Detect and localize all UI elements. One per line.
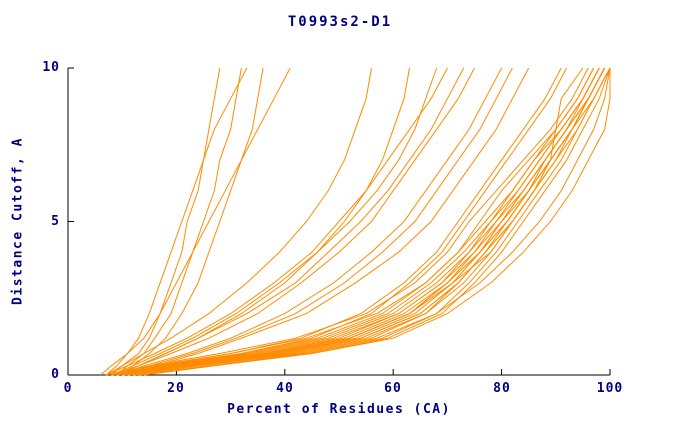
- x-tick-label-80: 80: [493, 381, 511, 396]
- x-tick-label-60: 60: [384, 381, 402, 396]
- y-tick-label-10: 10: [42, 60, 60, 75]
- y-tick-label-5: 5: [51, 214, 60, 229]
- x-tick-label-40: 40: [276, 381, 294, 396]
- model-curve: [100, 67, 291, 376]
- model-curve: [132, 67, 611, 376]
- model-curve: [116, 67, 465, 376]
- model-curve: [121, 67, 264, 376]
- chart-title: T0993s2-D1: [287, 14, 393, 30]
- x-axis-label: Percent of Residues (CA): [227, 402, 451, 417]
- x-tick-label-20: 20: [167, 381, 185, 396]
- model-curve: [116, 67, 595, 376]
- model-curve: [116, 67, 503, 376]
- model-curve: [116, 67, 611, 376]
- model-curve: [127, 67, 530, 376]
- model-curve: [111, 67, 475, 376]
- model-curve: [105, 67, 448, 376]
- y-tick-label-0: 0: [51, 367, 60, 382]
- model-curve: [122, 67, 584, 376]
- x-tick-label-0: 0: [63, 381, 73, 396]
- model-curve: [127, 67, 606, 376]
- model-curve: [122, 67, 568, 376]
- model-curve: [122, 67, 606, 376]
- model-curve: [111, 67, 221, 376]
- model-curve: [105, 67, 589, 376]
- model-curve: [138, 68, 611, 376]
- model-curve: [122, 67, 513, 376]
- x-tick-label-100: 100: [596, 381, 624, 396]
- model-curve: [116, 67, 562, 376]
- model-curve: [122, 67, 606, 376]
- model-curve: [116, 67, 410, 376]
- model-curve: [105, 67, 248, 376]
